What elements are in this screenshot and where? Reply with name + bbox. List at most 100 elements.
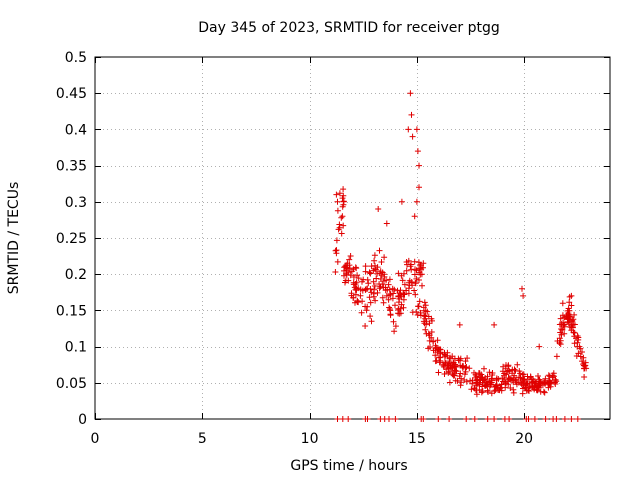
data-point [381,271,388,278]
data-point [354,272,361,279]
data-point-outlier [456,321,463,328]
data-point [386,306,393,312]
data-point [574,343,581,350]
data-point-zero [491,416,498,422]
data-point [475,370,482,377]
data-point-zero [568,416,575,422]
data-point [347,272,354,279]
data-point-outlier [568,292,575,299]
data-point [579,349,585,355]
chart-title: Day 345 of 2023, SRMTID for receiver ptg… [198,20,500,36]
data-point [476,386,483,393]
data-point [358,309,365,316]
data-point [561,330,568,337]
data-point [570,329,577,336]
y-tick-label: 0.25 [56,231,87,247]
data-point [374,289,381,296]
data-point [566,316,573,323]
data-point [417,309,424,316]
data-point [364,303,371,310]
data-point-outlier [407,90,414,97]
y-tick-label: 0.5 [65,50,87,66]
data-point [396,310,403,317]
data-point [436,354,442,361]
data-point [392,302,398,309]
data-point [362,286,369,293]
data-point [415,303,422,310]
data-point [432,342,439,349]
data-point [446,355,453,362]
data-point [336,190,343,197]
data-point [403,267,410,274]
data-point-outlier [416,184,422,191]
data-point [411,271,418,278]
data-point [405,290,412,297]
data-point [481,365,487,372]
data-point-zero [531,416,538,422]
data-point-outlier [413,198,420,205]
data-point [352,299,358,306]
data-point [371,252,378,259]
data-point [359,298,366,305]
data-point [398,293,405,300]
data-point-outlier [408,111,415,118]
data-point [501,372,507,379]
data-point [332,247,339,254]
data-point [549,372,556,379]
x-tick-label: 20 [515,431,533,447]
data-point-zero [542,416,549,422]
y-axis-label: SRMTID / TECUs [6,182,22,295]
data-point [575,334,582,341]
data-point [401,291,408,298]
data-point [380,299,387,306]
data-point [441,349,448,356]
data-point [370,290,377,297]
data-point [363,285,370,292]
data-point [477,374,484,380]
data-point-zero [574,416,581,422]
data-point [514,361,521,368]
y-tick-label: 0.2 [65,267,87,283]
data-point [485,389,491,395]
data-point [384,286,391,293]
data-point-outlier [519,285,525,292]
data-point [491,388,498,395]
data-point [398,272,405,279]
data-point [446,379,453,386]
data-point [571,329,578,336]
data-point [459,364,466,371]
data-point [473,373,480,380]
data-point [519,390,526,397]
data-point-zero [484,416,491,422]
data-point [392,323,399,330]
data-point [571,340,578,347]
data-point [367,313,374,320]
data-point [580,354,587,361]
data-point [365,280,372,287]
data-point [520,385,526,392]
data-point [370,267,377,274]
data-point [349,268,355,275]
data-point [441,371,448,377]
data-point [442,352,449,359]
x-axis-label: GPS time / hours [290,458,407,474]
data-point [557,315,564,322]
data-point [385,281,392,288]
data-point [468,386,475,393]
data-point [413,267,420,274]
data-point [420,264,426,271]
data-point [343,262,350,269]
data-point [424,308,431,315]
data-point [355,299,362,306]
data-point [377,283,384,290]
data-point [540,388,547,395]
data-point [582,359,589,366]
data-point [451,372,458,379]
data-point [505,381,512,388]
data-point [577,345,584,352]
grid-lines [95,57,610,419]
data-point [336,221,343,228]
data-point [570,321,577,328]
data-point-outlier [559,300,566,307]
